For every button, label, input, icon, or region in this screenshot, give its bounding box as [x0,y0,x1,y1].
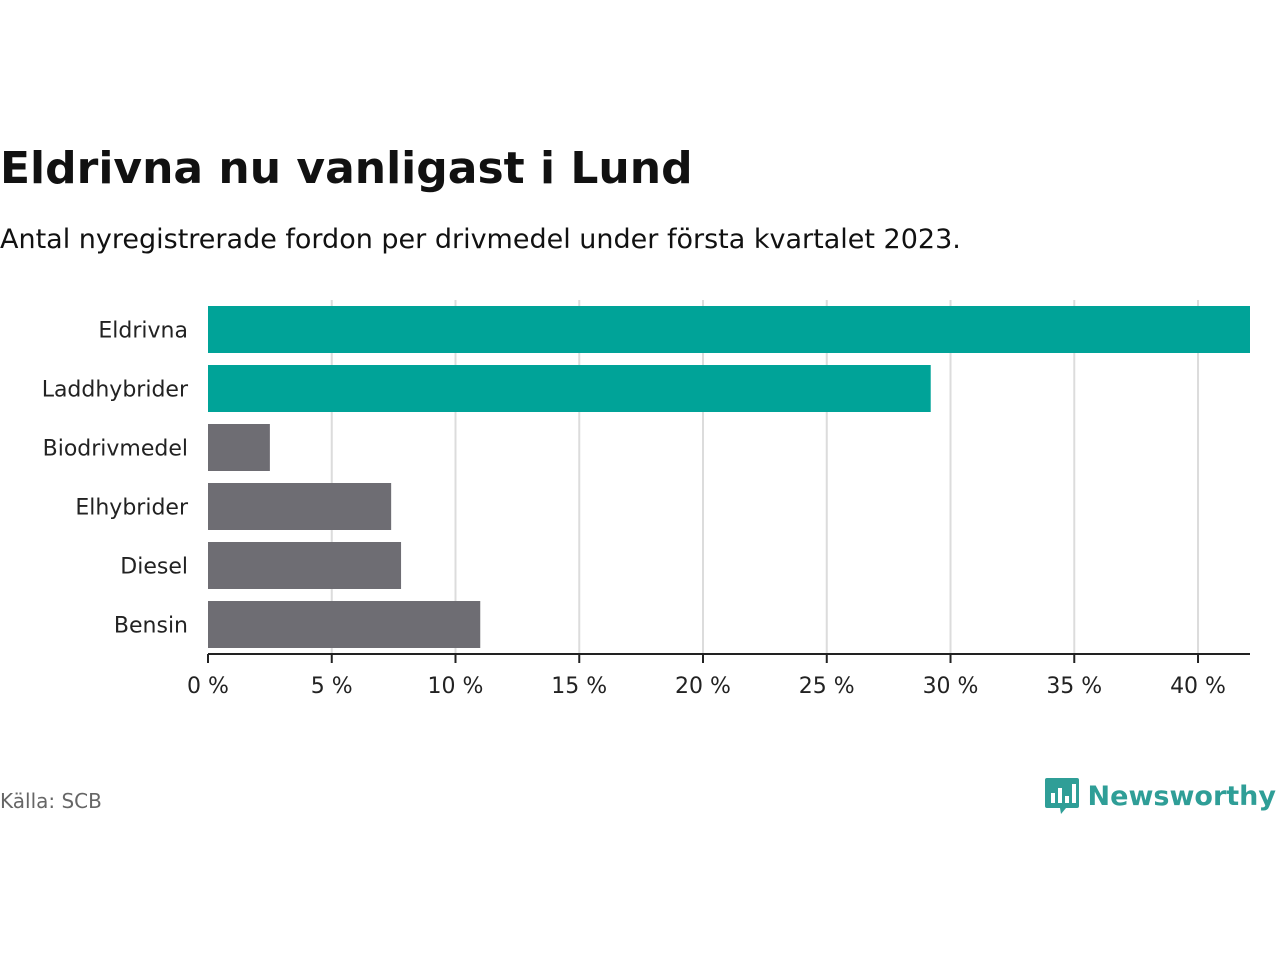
bar-chart-speech-bubble-icon [1044,778,1079,814]
page-title: Eldrivna nu vanligast i Lund [0,143,693,194]
category-label: Bensin [114,614,188,639]
bar [208,424,270,471]
category-label: Eldrivna [98,319,188,344]
category-label: Laddhybrider [42,378,189,403]
category-label: Elhybrider [75,496,189,521]
category-label: Biodrivmedel [43,437,188,462]
x-tick-label: 25 % [799,674,855,699]
x-tick-label: 5 % [311,674,353,699]
x-tick-label: 20 % [675,674,731,699]
x-tick-label: 40 % [1170,674,1226,699]
brand-name: Newsworthy [1087,780,1276,812]
x-tick-label: 15 % [551,674,607,699]
x-tick-label: 30 % [923,674,979,699]
bar [208,601,481,648]
bar [208,306,1250,353]
source-note: Källa: SCB [0,789,102,813]
x-tick-label: 0 % [187,674,229,699]
category-label: Diesel [120,555,188,580]
bar [208,365,931,412]
x-tick-label: 10 % [428,674,484,699]
bar [208,542,402,589]
page-subtitle: Antal nyregistrerade fordon per drivmede… [0,224,961,255]
bar [208,483,392,530]
bar-chart: Eldrivna Laddhybrider Biodrivmedel Elhybrid… [42,300,1250,699]
x-tick-label: 35 % [1046,674,1102,699]
brand-logo: Newsworthy [1044,776,1276,816]
